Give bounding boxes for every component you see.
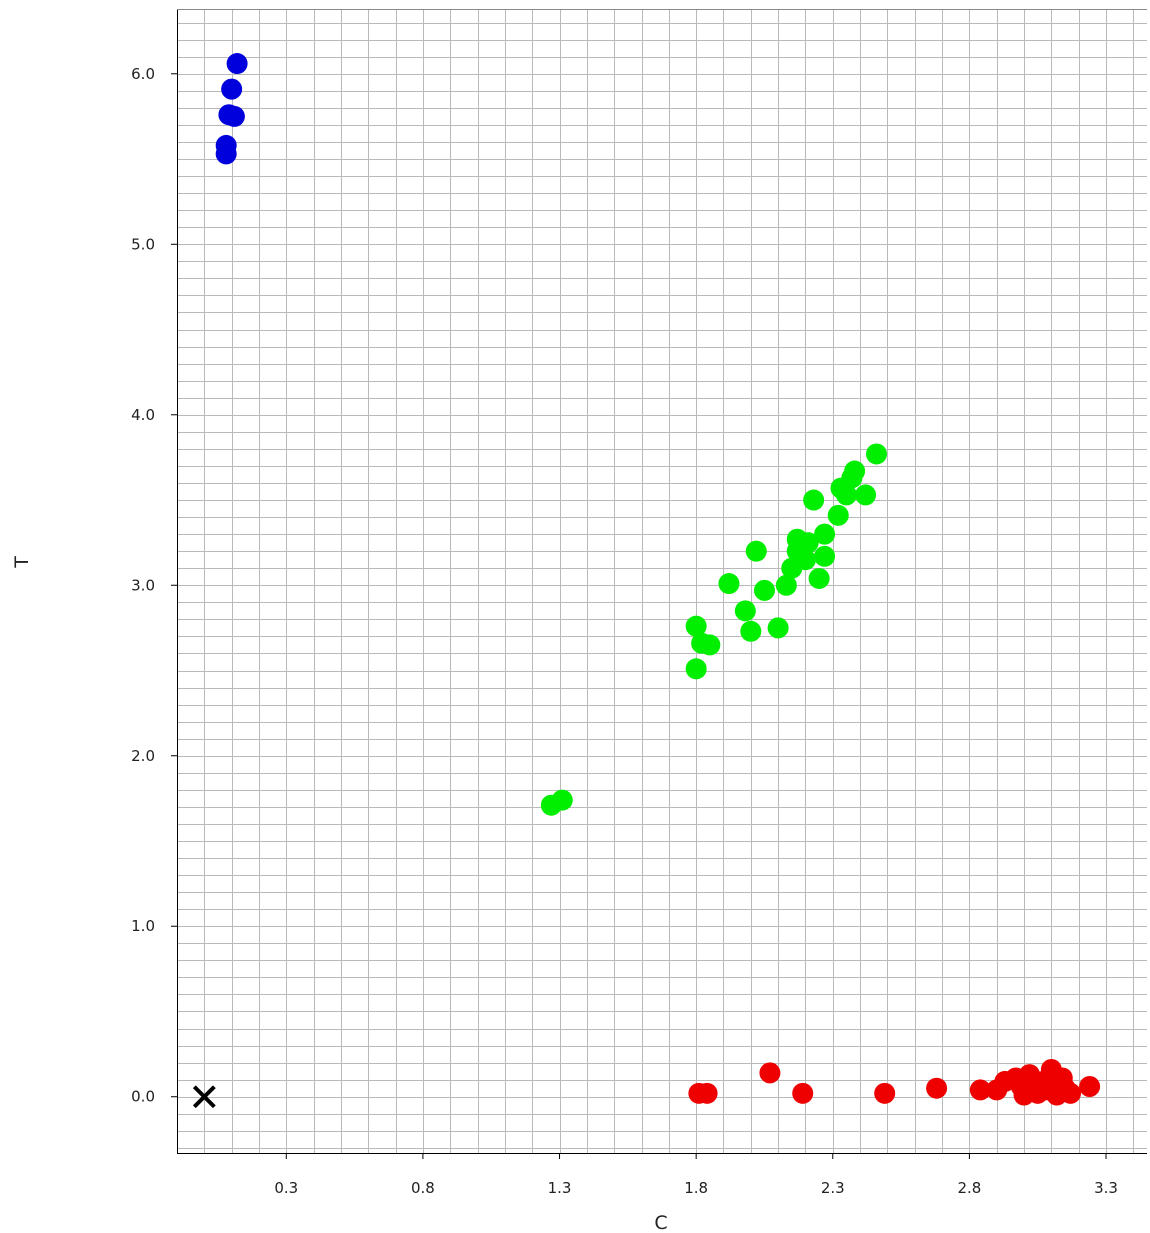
- y-tick-label: 0.0: [131, 1088, 155, 1106]
- y-tick-label: 6.0: [131, 65, 155, 83]
- data-point: [814, 545, 836, 567]
- data-point: [827, 504, 849, 526]
- x-tick-label: 2.3: [821, 1179, 845, 1197]
- data-point: [699, 634, 721, 656]
- data-point: [718, 573, 740, 595]
- x-tick-label: 0.3: [274, 1179, 298, 1197]
- data-point: [794, 549, 816, 571]
- y-tick-label: 2.0: [131, 747, 155, 765]
- y-axis-ticks: 0.0 1.0 2.0 3.0 4.0 5.0 6.0: [131, 65, 177, 1106]
- data-point: [835, 484, 857, 506]
- data-point: [759, 1062, 781, 1084]
- data-point: [221, 78, 243, 100]
- data-point: [803, 489, 825, 511]
- x-tick-label: 3.3: [1094, 1179, 1118, 1197]
- data-point: [215, 143, 237, 165]
- x-marker: [192, 1085, 216, 1109]
- data-point: [775, 574, 797, 596]
- plot-frame: [177, 9, 1147, 1154]
- y-axis-title: T: [11, 556, 33, 569]
- data-point: [1079, 1076, 1101, 1098]
- data-point: [685, 658, 707, 680]
- data-point: [844, 460, 866, 482]
- data-point: [792, 1082, 814, 1104]
- x-tick-label: 0.8: [411, 1179, 435, 1197]
- data-point: [969, 1079, 991, 1101]
- data-point: [551, 789, 573, 811]
- data-point: [808, 567, 830, 589]
- data-point: [745, 540, 767, 562]
- data-point: [767, 617, 789, 639]
- x-marker-stroke: [192, 1085, 216, 1109]
- x-tick-label: 2.8: [957, 1179, 981, 1197]
- x-tick-label: 1.8: [684, 1179, 708, 1197]
- data-point: [814, 523, 836, 545]
- data-point: [926, 1077, 948, 1099]
- data-point: [874, 1082, 896, 1104]
- grid-lines: [177, 9, 1147, 1153]
- data-points: [192, 53, 1101, 1109]
- data-point: [696, 1082, 718, 1104]
- data-point: [753, 579, 775, 601]
- data-point: [226, 53, 248, 75]
- y-tick-label: 1.0: [131, 917, 155, 935]
- data-point: [740, 620, 762, 642]
- data-point: [865, 443, 887, 465]
- y-tick-label: 3.0: [131, 576, 155, 594]
- data-point: [797, 532, 819, 554]
- data-point: [855, 484, 877, 506]
- y-tick-label: 5.0: [131, 235, 155, 253]
- x-axis-title: C: [654, 1212, 667, 1233]
- data-point: [734, 600, 756, 622]
- x-tick-label: 1.3: [548, 1179, 572, 1197]
- y-tick-label: 4.0: [131, 406, 155, 424]
- x-axis-ticks: 0.3 0.8 1.3 1.8 2.3 2.8 3.3: [274, 1153, 1118, 1197]
- data-point: [223, 105, 245, 127]
- data-point: [1059, 1082, 1081, 1104]
- data-point: [685, 615, 707, 637]
